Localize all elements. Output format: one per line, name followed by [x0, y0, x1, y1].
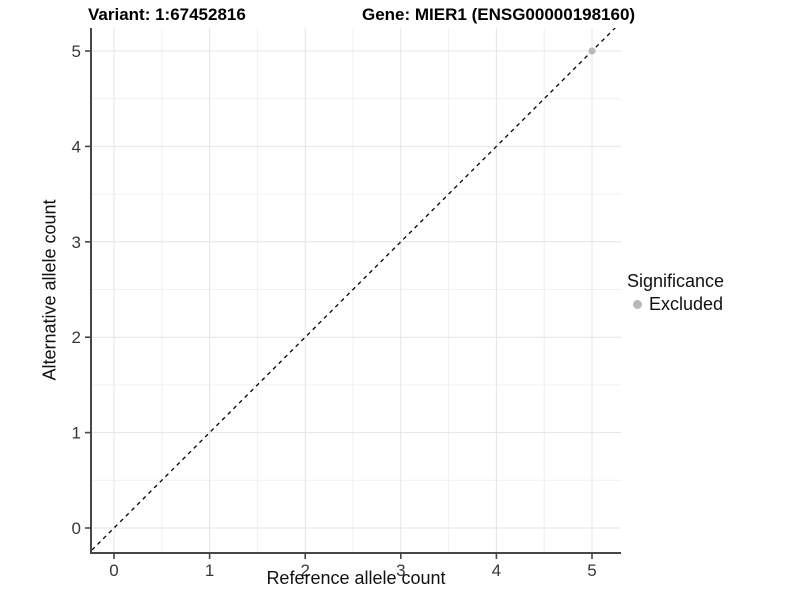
gridlines-minor: [91, 28, 621, 553]
legend-item-label: Excluded: [649, 294, 724, 314]
svg-text:4: 4: [72, 137, 81, 156]
svg-text:5: 5: [72, 42, 81, 61]
identity-line: [91, 28, 616, 552]
x-tick-labels: 0 1 2 3 4 5: [109, 561, 596, 580]
svg-text:0: 0: [72, 519, 81, 538]
gridlines-major: [91, 28, 621, 553]
legend: Significance Excluded: [627, 271, 724, 315]
series-excluded: [588, 47, 596, 55]
y-tick-labels: 0 1 2 3 4 5: [72, 42, 81, 538]
svg-text:1: 1: [205, 561, 214, 580]
legend-title: Significance: [627, 271, 725, 291]
y-axis-title: Alternative allele count: [39, 199, 60, 381]
svg-text:3: 3: [396, 561, 405, 580]
svg-text:0: 0: [109, 561, 118, 580]
axis-lines: [90, 28, 621, 554]
plot-title-variant: Variant: 1:67452816: [88, 5, 246, 24]
plot-title-gene: Gene: MIER1 (ENSG00000198160): [362, 5, 636, 24]
x-axis-title: Reference allele count: [266, 568, 446, 588]
legend-item: Excluded: [627, 294, 724, 315]
svg-text:2: 2: [72, 328, 81, 347]
svg-text:3: 3: [72, 233, 81, 252]
svg-text:5: 5: [587, 561, 596, 580]
tick-marks: [85, 50, 593, 559]
svg-text:1: 1: [72, 424, 81, 443]
legend-items: Excluded: [627, 294, 724, 315]
svg-text:2: 2: [300, 561, 309, 580]
legend-marker-icon: [633, 300, 642, 309]
data-point: [588, 47, 596, 55]
svg-text:4: 4: [492, 561, 501, 580]
